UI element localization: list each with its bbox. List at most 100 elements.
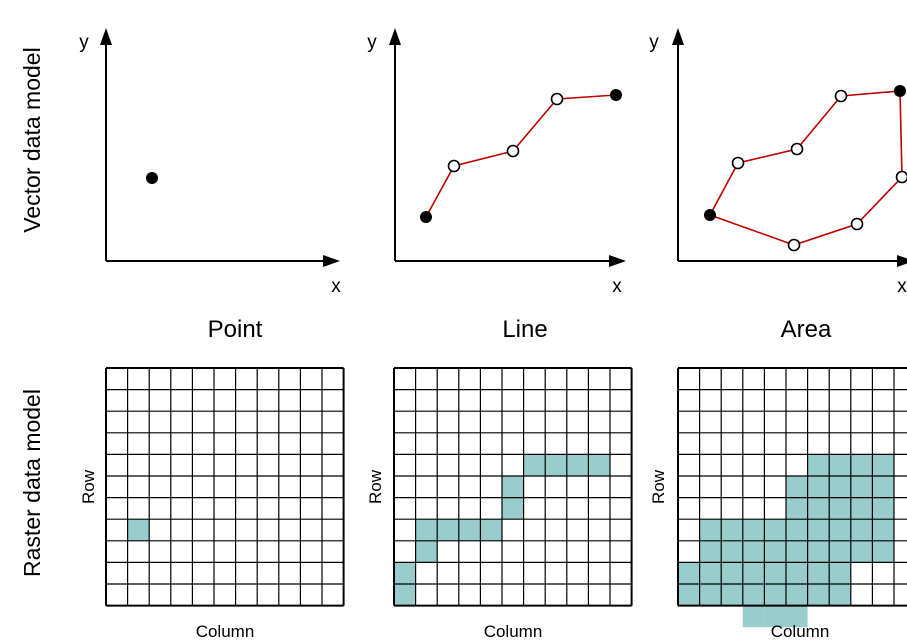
filled-cell (588, 454, 610, 476)
y-axis-label: y (649, 32, 659, 53)
filled-cell (786, 605, 808, 628)
filled-cell (829, 454, 851, 476)
filled-cell (872, 540, 894, 563)
line-end-node (420, 211, 432, 223)
filled-cell (415, 519, 438, 541)
filled-cell (678, 584, 700, 606)
filled-cell (523, 454, 546, 476)
row-title-raster: Raster data model (19, 389, 45, 577)
line-vertex (506, 144, 520, 158)
filled-cell (742, 605, 765, 628)
x-axis-arrow (609, 255, 626, 267)
filled-cell (807, 540, 830, 563)
filled-cell (807, 584, 830, 606)
area-vertex (895, 170, 907, 184)
y-axis-arrow (100, 28, 112, 45)
x-axis-label: x (612, 276, 622, 297)
panel-title-area: Area (781, 316, 832, 343)
column-axis-label-area: Column (771, 622, 830, 641)
filled-cell (807, 562, 830, 584)
vector-panel-line: y x (367, 28, 626, 297)
filled-cell (437, 519, 459, 541)
filled-cell (502, 476, 524, 498)
area-vertex (834, 89, 848, 103)
filled-cell (699, 562, 722, 584)
raster-panel-point (105, 367, 345, 607)
filled-cell (807, 476, 830, 498)
vector-panel-point: y x (79, 28, 341, 297)
filled-cell (850, 497, 873, 520)
y-axis-arrow (389, 28, 401, 45)
area-vertex (850, 217, 864, 231)
filled-cell (872, 476, 894, 498)
filled-cell (786, 497, 808, 520)
filled-cell (850, 476, 873, 498)
filled-cell (872, 497, 894, 520)
filled-cell (678, 562, 700, 584)
filled-cell (829, 519, 851, 541)
filled-cell (829, 584, 851, 606)
raster-panel-area (677, 367, 907, 628)
area-vertex (790, 142, 804, 156)
column-axis-label-point: Column (196, 622, 255, 641)
area-node (704, 209, 716, 221)
x-axis-arrow (323, 255, 340, 267)
filled-cell (807, 497, 830, 520)
row-axis-label-point: Row (79, 469, 98, 504)
x-axis-arrow (897, 255, 907, 267)
x-axis-label: x (897, 276, 907, 297)
line-vertex (447, 159, 461, 173)
filled-cell (850, 454, 873, 476)
row-axis-label-area: Row (649, 469, 668, 504)
filled-cell (786, 562, 808, 584)
line-vertex (550, 92, 564, 106)
filled-cell (786, 584, 808, 606)
filled-cell (829, 540, 851, 563)
point-feature (146, 172, 158, 184)
filled-cell (699, 519, 722, 541)
filled-cell (721, 540, 743, 563)
y-axis-label: y (367, 32, 377, 53)
filled-cell (502, 497, 524, 520)
panel-title-line: Line (502, 316, 547, 343)
filled-cell (394, 584, 416, 606)
filled-cell (480, 519, 502, 541)
filled-cell (872, 519, 894, 541)
filled-cell (850, 540, 873, 563)
x-axis-label: x (331, 276, 341, 297)
filled-cell (786, 476, 808, 498)
filled-cell (742, 584, 765, 606)
area-vertex (731, 156, 745, 170)
line-feature (425, 94, 617, 218)
filled-cell (742, 562, 765, 584)
filled-cell (458, 519, 481, 541)
y-axis-label: y (79, 32, 89, 53)
filled-cell (807, 519, 830, 541)
filled-cell (764, 562, 786, 584)
filled-cell (721, 562, 743, 584)
filled-cell (829, 562, 851, 584)
filled-cell (807, 454, 830, 476)
panel-title-point: Point (208, 316, 263, 343)
row-axis-label-line: Row (366, 469, 385, 504)
filled-cell (699, 584, 722, 606)
filled-cell (786, 540, 808, 563)
filled-cell (721, 519, 743, 541)
row-title-vector: Vector data model (19, 47, 45, 232)
filled-cell (764, 605, 786, 628)
filled-cell (764, 584, 786, 606)
column-axis-label-line: Column (484, 622, 543, 641)
filled-cell (566, 454, 589, 476)
filled-cell (742, 519, 765, 541)
filled-cell (742, 540, 765, 563)
filled-cell (850, 519, 873, 541)
raster-panel-line (393, 367, 633, 607)
filled-cell (764, 540, 786, 563)
filled-cell (764, 519, 786, 541)
filled-cell (699, 540, 722, 563)
filled-cell (545, 454, 567, 476)
filled-cell (872, 454, 894, 476)
filled-cell (394, 562, 416, 584)
filled-cell (786, 519, 808, 541)
